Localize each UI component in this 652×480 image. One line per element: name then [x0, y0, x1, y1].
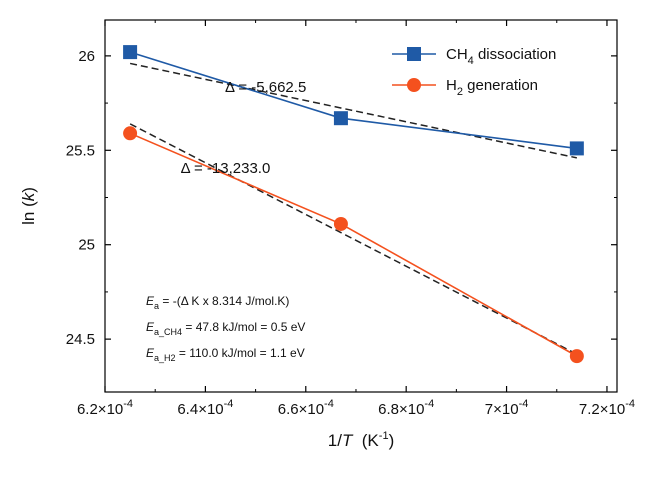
equation-symbol: E — [146, 320, 155, 334]
delta-annotation: Δ = -5,662.5 — [225, 79, 306, 96]
x-tick-label: 7×10-4 — [485, 398, 529, 418]
linear-fit-line — [129, 62, 577, 159]
legend-label-subscript: 4 — [468, 55, 474, 67]
legend-circle-marker — [407, 78, 421, 92]
circle-marker — [569, 349, 584, 364]
x-axis-title-pre: 1/ — [328, 431, 342, 450]
x-tick-label: 6.2×10-4 — [77, 398, 133, 418]
y-tick-label: 25 — [78, 237, 95, 254]
x-tick-label-mantissa: 6.2×10 — [77, 401, 123, 418]
square-marker — [123, 45, 138, 60]
legend-item: CH4 dissociation — [392, 46, 556, 67]
data-series — [123, 45, 584, 364]
x-axis: 6.2×10-4 6.4×10-4 6.6×10-4 6.8×10-4 7×10-4 7.… — [77, 20, 635, 418]
legend-label: H2 generation — [446, 77, 538, 98]
equation-line: Ea_CH4 = 47.8 kJ/mol = 0.5 eV — [146, 320, 305, 337]
y-tick-label: 24.5 — [66, 331, 95, 348]
x-tick-label-exponent: -4 — [625, 398, 635, 410]
square-marker — [569, 141, 584, 156]
circle-marker — [333, 216, 348, 231]
x-tick-label-exponent: -4 — [424, 398, 434, 410]
legend-square-marker — [407, 47, 421, 61]
fit-lines — [129, 62, 578, 355]
y-axis-title-pre: ln ( — [19, 201, 38, 225]
equation-symbol: E — [146, 346, 155, 360]
legend-label-subscript: 2 — [457, 86, 463, 98]
legend-item: H2 generation — [392, 77, 538, 98]
x-tick-label: 6.4×10-4 — [177, 398, 233, 418]
equation-subscript: a_H2 — [154, 353, 176, 363]
linear-fit-line — [129, 123, 578, 355]
equation-line: Ea = -(Δ K x 8.314 J/mol.K) — [146, 294, 289, 311]
delta-annotations: Δ = -5,662.5 Δ = -13,233.0 — [181, 79, 307, 177]
legend: CH4 dissociation H2 generation — [392, 46, 556, 98]
equation-text: = 47.8 kJ/mol = 0.5 eV — [182, 320, 305, 334]
activation-energy-equations: Ea = -(Δ K x 8.314 J/mol.K)Ea_CH4 = 47.8… — [146, 294, 305, 363]
square-marker — [333, 111, 348, 126]
y-axis-title-italic: k — [19, 191, 38, 201]
x-tick-label-exponent: -4 — [123, 398, 133, 410]
x-tick-label: 7.2×10-4 — [579, 398, 635, 418]
plot-frame — [104, 19, 618, 393]
legend-label-post: generation — [463, 77, 538, 94]
y-tick-label: 25.5 — [66, 142, 95, 159]
x-axis-title-unit: (K — [352, 431, 379, 450]
equation-symbol: E — [146, 294, 155, 308]
x-tick-label-mantissa: 6.6×10 — [278, 401, 324, 418]
delta-annotation: Δ = -13,233.0 — [181, 160, 271, 177]
x-tick-label-exponent: -4 — [324, 398, 334, 410]
x-tick-label: 6.6×10-4 — [278, 398, 334, 418]
x-tick-label-exponent: -4 — [519, 398, 529, 410]
x-axis-title-italic: T — [342, 431, 354, 450]
series-line — [129, 51, 577, 150]
y-axis-title: ln (k) — [19, 187, 38, 225]
y-axis-title-post: ) — [19, 187, 38, 193]
y-tick-label: 26 — [78, 48, 95, 65]
equation-subscript: a — [154, 301, 159, 311]
y-axis: 24.5 25 25.5 26 — [66, 48, 617, 348]
x-tick-label-mantissa: 7.2×10 — [579, 401, 625, 418]
x-axis-title-unit-post: ) — [389, 431, 395, 450]
equation-text: = 110.0 kJ/mol = 1.1 eV — [176, 346, 305, 360]
circle-marker — [123, 126, 138, 141]
legend-label: CH4 dissociation — [446, 46, 556, 67]
x-tick-label-exponent: -4 — [224, 398, 234, 410]
x-tick-label-mantissa: 7×10 — [485, 401, 519, 418]
x-axis-title: 1/T (K-1) — [328, 430, 394, 450]
equation-subscript: a_CH4 — [154, 327, 182, 337]
equation-text: = -(Δ K x 8.314 J/mol.K) — [159, 294, 289, 308]
x-tick-label-mantissa: 6.8×10 — [378, 401, 424, 418]
x-tick-label: 6.8×10-4 — [378, 398, 434, 418]
equation-line: Ea_H2 = 110.0 kJ/mol = 1.1 eV — [146, 346, 305, 363]
x-tick-label-mantissa: 6.4×10 — [177, 401, 223, 418]
legend-label-pre: CH — [446, 46, 468, 63]
x-axis-title-unit-sup: -1 — [379, 430, 389, 442]
legend-label-post: dissociation — [474, 46, 557, 63]
legend-label-pre: H — [446, 77, 457, 94]
